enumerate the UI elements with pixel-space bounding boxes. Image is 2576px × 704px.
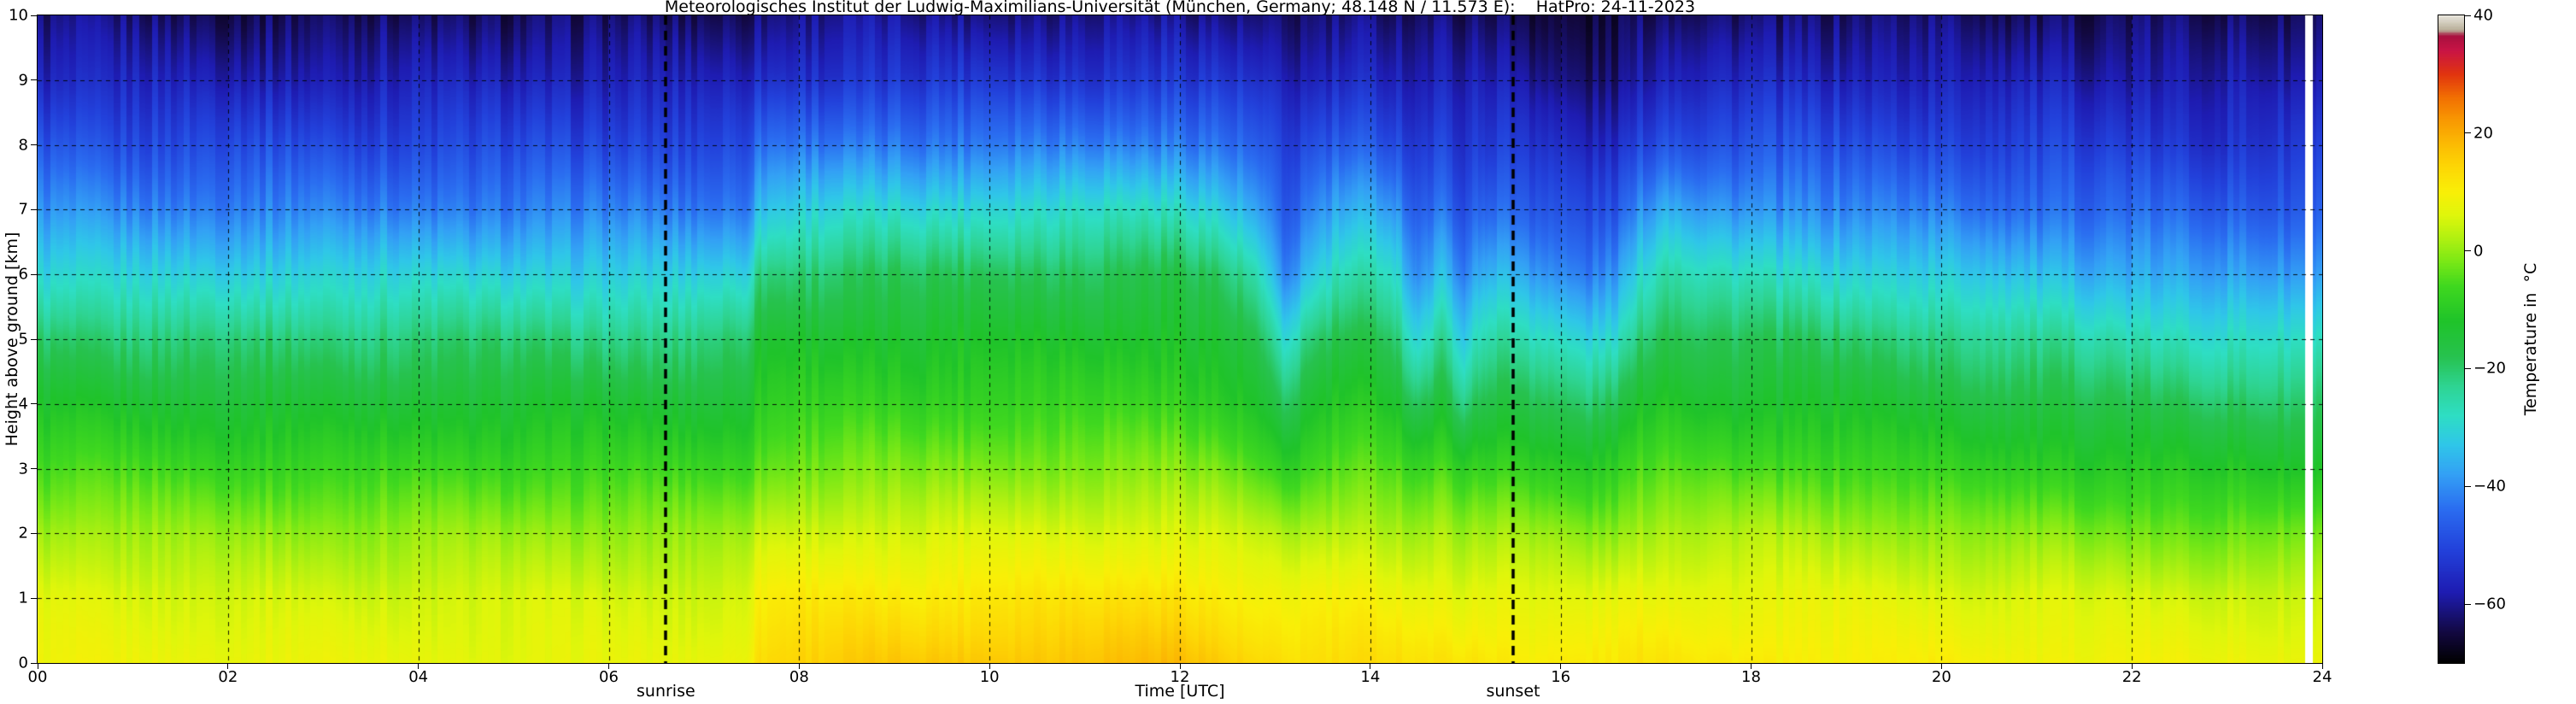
colorbar-tick-mark (2465, 250, 2471, 252)
x-tick-label: 14 (1360, 668, 1381, 686)
x-tick-label: 18 (1741, 668, 1761, 686)
y-tick-label: 2 (18, 524, 28, 543)
x-tick-label: 02 (218, 668, 238, 686)
x-tick-label: 20 (1931, 668, 1951, 686)
y-tick-mark (31, 208, 37, 210)
y-tick-label: 6 (18, 265, 28, 284)
y-tick-label: 10 (9, 6, 28, 25)
chart-title: Meteorologisches Institut der Ludwig-Max… (664, 0, 1696, 16)
x-tick-mark (1560, 663, 1562, 669)
x-tick-mark (227, 663, 229, 669)
x-tick-mark (418, 663, 420, 669)
y-tick-label: 5 (18, 330, 28, 349)
y-tick-label: 0 (18, 654, 28, 672)
colorbar-tick-label: 0 (2473, 242, 2484, 261)
colorbar-label: Temperature in °C (2521, 262, 2540, 416)
x-tick-label: 04 (408, 668, 429, 686)
y-tick-label: 9 (18, 71, 28, 90)
colorbar-tick-label: −20 (2473, 359, 2506, 378)
y-tick-label: 7 (18, 200, 28, 219)
colorbar-tick-label: 20 (2473, 124, 2493, 143)
x-tick-mark (1751, 663, 1752, 669)
colorbar-tick-mark (2465, 15, 2471, 16)
y-tick-label: 4 (18, 395, 28, 414)
y-tick-mark (31, 273, 37, 275)
colorbar-tick-label: 40 (2473, 6, 2493, 25)
y-tick-label: 3 (18, 460, 28, 478)
colorbar (2438, 15, 2465, 664)
x-tick-mark (989, 663, 990, 669)
y-tick-mark (31, 597, 37, 599)
x-tick-label: 00 (27, 668, 48, 686)
colorbar-tick-label: −60 (2473, 595, 2506, 613)
x-tick-mark (2321, 663, 2323, 669)
x-tick-label: 16 (1551, 668, 1571, 686)
x-tick-label: 06 (599, 668, 619, 686)
x-tick-label: 24 (2312, 668, 2332, 686)
temperature-heatmap-canvas (38, 15, 2322, 663)
y-tick-label: 8 (18, 136, 28, 155)
x-tick-mark (1940, 663, 1942, 669)
x-tick-label: 08 (789, 668, 809, 686)
x-tick-mark (1179, 663, 1181, 669)
x-tick-label: 22 (2121, 668, 2142, 686)
colorbar-tick-label: −40 (2473, 477, 2506, 496)
x-tick-label: 10 (979, 668, 1000, 686)
y-tick-mark (31, 79, 37, 81)
x-axis-label: Time [UTC] (1135, 682, 1225, 701)
sunrise-label: sunrise (637, 682, 695, 701)
colorbar-tick-mark (2465, 485, 2471, 487)
y-tick-mark (31, 144, 37, 146)
y-tick-mark (31, 662, 37, 664)
x-tick-mark (608, 663, 609, 669)
colorbar-tick-mark (2465, 132, 2471, 134)
x-tick-mark (798, 663, 800, 669)
x-tick-label: 12 (1170, 668, 1190, 686)
plot-area (37, 15, 2323, 664)
sunset-label: sunset (1486, 682, 1540, 701)
colorbar-gradient-canvas (2438, 15, 2464, 663)
y-tick-mark (31, 338, 37, 340)
x-tick-mark (2131, 663, 2133, 669)
y-tick-mark (31, 15, 37, 16)
y-tick-label: 1 (18, 589, 28, 607)
colorbar-tick-mark (2465, 367, 2471, 369)
colorbar-tick-mark (2465, 603, 2471, 605)
y-tick-mark (31, 403, 37, 405)
y-tick-mark (31, 532, 37, 534)
y-tick-mark (31, 468, 37, 470)
